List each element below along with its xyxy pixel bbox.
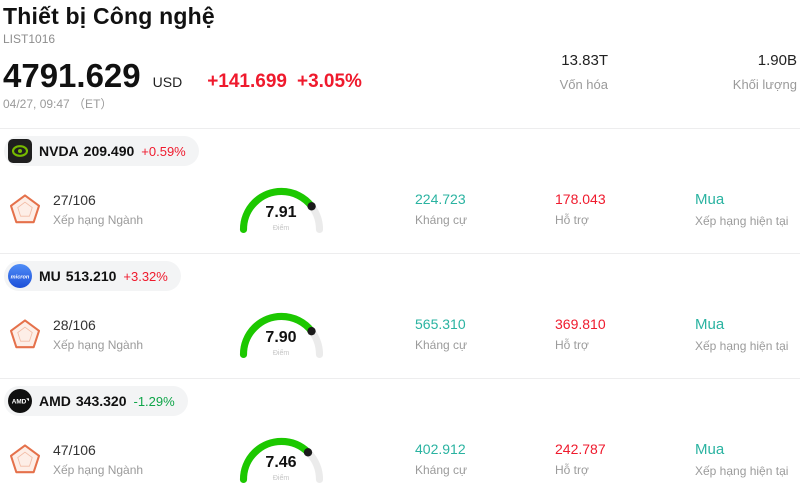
stock-section-nvda: NVDA 209.490 +0.59% 27/106 Xếp hạng Ngành (0, 128, 800, 253)
gauge-cell: 7.90 Điểm (230, 305, 332, 364)
index-price: 4791.629 (3, 57, 141, 94)
score-value: 7.91 (265, 203, 297, 221)
resistance-value: 402.912 (415, 441, 466, 457)
stock-list: NVDA 209.490 +0.59% 27/106 Xếp hạng Ngành (0, 128, 800, 503)
resistance-cell: 224.723 Kháng cự (415, 191, 555, 227)
resistance-value: 224.723 (415, 191, 466, 207)
industry-rank-value: 47/106 (53, 441, 96, 458)
rating-value: Mua (695, 440, 725, 458)
ticker-and-price: MU 513.210 (39, 268, 116, 284)
score-label: Điểm (272, 474, 290, 482)
support-value: 178.043 (555, 191, 606, 207)
score-gauge: 7.90 Điểm (234, 305, 329, 364)
rating-label: Xếp hạng hiện tại (695, 213, 789, 228)
industry-rank-label: Xếp hạng Ngành (53, 337, 144, 352)
industry-rank-label: Xếp hạng Ngành (53, 212, 144, 227)
resistance-cell: 565.310 Kháng cự (415, 316, 555, 352)
score-value: 7.46 (265, 453, 297, 471)
resistance-value: 565.310 (415, 316, 466, 332)
stock-detail-row: 27/106 Xếp hạng Ngành 7.91 Điểm 224.723 (4, 176, 800, 242)
ticker: AMD (39, 393, 71, 409)
resistance-label: Kháng cự (415, 213, 468, 227)
support-cell: 242.787 Hỗ trợ (555, 441, 695, 477)
stock-section-mu: micron MU 513.210 +3.32% 28/106 Xếp hạng … (0, 253, 800, 378)
rank-cell: 28/106 Xếp hạng Ngành (4, 317, 230, 352)
nvidia-logo-icon (8, 139, 32, 163)
stock-detail-row: 47/106 Xếp hạng Ngành 7.46 Điểm 402.912 (4, 426, 800, 492)
volume-value: 1.90B (757, 52, 797, 69)
index-change-pct: +3.05% (296, 71, 362, 92)
page-title: Thiết bị Công nghệ (3, 3, 215, 29)
amd-logo-icon: AMD (8, 389, 32, 413)
rating-cell: Mua Xếp hạng hiện tại (695, 191, 800, 228)
score-label: Điểm (272, 349, 290, 357)
support-label: Hỗ trợ (555, 338, 589, 352)
list-id: LIST1016 (3, 32, 56, 46)
support-label: Hỗ trợ (555, 463, 589, 477)
stock-price: 513.210 (65, 268, 117, 284)
index-change-abs: +141.699 (207, 71, 287, 92)
volume-stat: 1.90B Khối lượng (733, 52, 797, 92)
industry-rank-label: Xếp hạng Ngành (53, 462, 144, 477)
stock-section-amd: AMD AMD 343.320 -1.29% 47/106 Xếp hạng Ng… (0, 378, 800, 503)
header: Thiết bị Công nghệ LIST1016 4791.629 USD… (0, 0, 800, 112)
score-label: Điểm (272, 224, 290, 232)
ticker: MU (39, 268, 61, 284)
industry-rank-value: 28/106 (53, 316, 96, 333)
rating-value: Mua (695, 315, 725, 333)
market-cap-value: 13.83T (561, 52, 608, 69)
ticker-and-price: AMD 343.320 (39, 393, 127, 409)
stock-detail-row: 28/106 Xếp hạng Ngành 7.90 Điểm 565.310 (4, 301, 800, 367)
rating-label: Xếp hạng hiện tại (695, 463, 789, 478)
resistance-cell: 402.912 Kháng cự (415, 441, 555, 477)
rating-value: Mua (695, 190, 725, 208)
gauge-cell: 7.46 Điểm (230, 430, 332, 489)
support-label: Hỗ trợ (555, 213, 589, 227)
svg-text:micron: micron (11, 274, 30, 280)
rank-cell: 47/106 Xếp hạng Ngành (4, 442, 230, 477)
gauge-cell: 7.91 Điểm (230, 180, 332, 239)
ticker: NVDA (39, 143, 79, 159)
sector-radar-icon (8, 317, 42, 351)
volume-label: Khối lượng (732, 77, 797, 92)
stock-change-percent: +3.32% (123, 268, 168, 284)
score-value: 7.90 (265, 328, 297, 346)
stock-price: 209.490 (83, 143, 135, 159)
sector-radar-icon (8, 442, 42, 476)
sector-radar-icon (8, 192, 42, 226)
currency-label: USD (152, 74, 183, 90)
rating-cell: Mua Xếp hạng hiện tại (695, 316, 800, 353)
rating-label: Xếp hạng hiện tại (695, 338, 789, 353)
stock-badge-amd[interactable]: AMD AMD 343.320 -1.29% (4, 386, 188, 416)
stock-badge-mu[interactable]: micron MU 513.210 +3.32% (4, 261, 181, 291)
micron-logo-icon: micron (8, 264, 32, 288)
market-cap-stat: 13.83T Vốn hóa (560, 52, 608, 92)
support-value: 369.810 (555, 316, 606, 332)
stock-change-percent: -1.29% (133, 393, 175, 409)
support-cell: 369.810 Hỗ trợ (555, 316, 695, 352)
support-cell: 178.043 Hỗ trợ (555, 191, 695, 227)
svg-text:AMD: AMD (12, 398, 27, 405)
index-change: +141.699 +3.05% (207, 71, 362, 93)
resistance-label: Kháng cự (415, 338, 468, 352)
market-cap-label: Vốn hóa (559, 77, 608, 92)
stock-price: 343.320 (75, 393, 127, 409)
score-gauge: 7.46 Điểm (234, 430, 329, 489)
stock-badge-nvda[interactable]: NVDA 209.490 +0.59% (4, 136, 199, 166)
ticker-and-price: NVDA 209.490 (39, 143, 134, 159)
support-value: 242.787 (555, 441, 606, 457)
score-gauge: 7.91 Điểm (234, 180, 329, 239)
timestamp: 04/27, 09:47 （ET） (3, 97, 113, 111)
industry-rank-value: 27/106 (53, 191, 96, 208)
rating-cell: Mua Xếp hạng hiện tại (695, 441, 800, 478)
index-price-row: 4791.629 USD +141.699 +3.05% (3, 58, 800, 94)
rank-cell: 27/106 Xếp hạng Ngành (4, 192, 230, 227)
resistance-label: Kháng cự (415, 463, 468, 477)
stock-change-percent: +0.59% (141, 143, 186, 159)
